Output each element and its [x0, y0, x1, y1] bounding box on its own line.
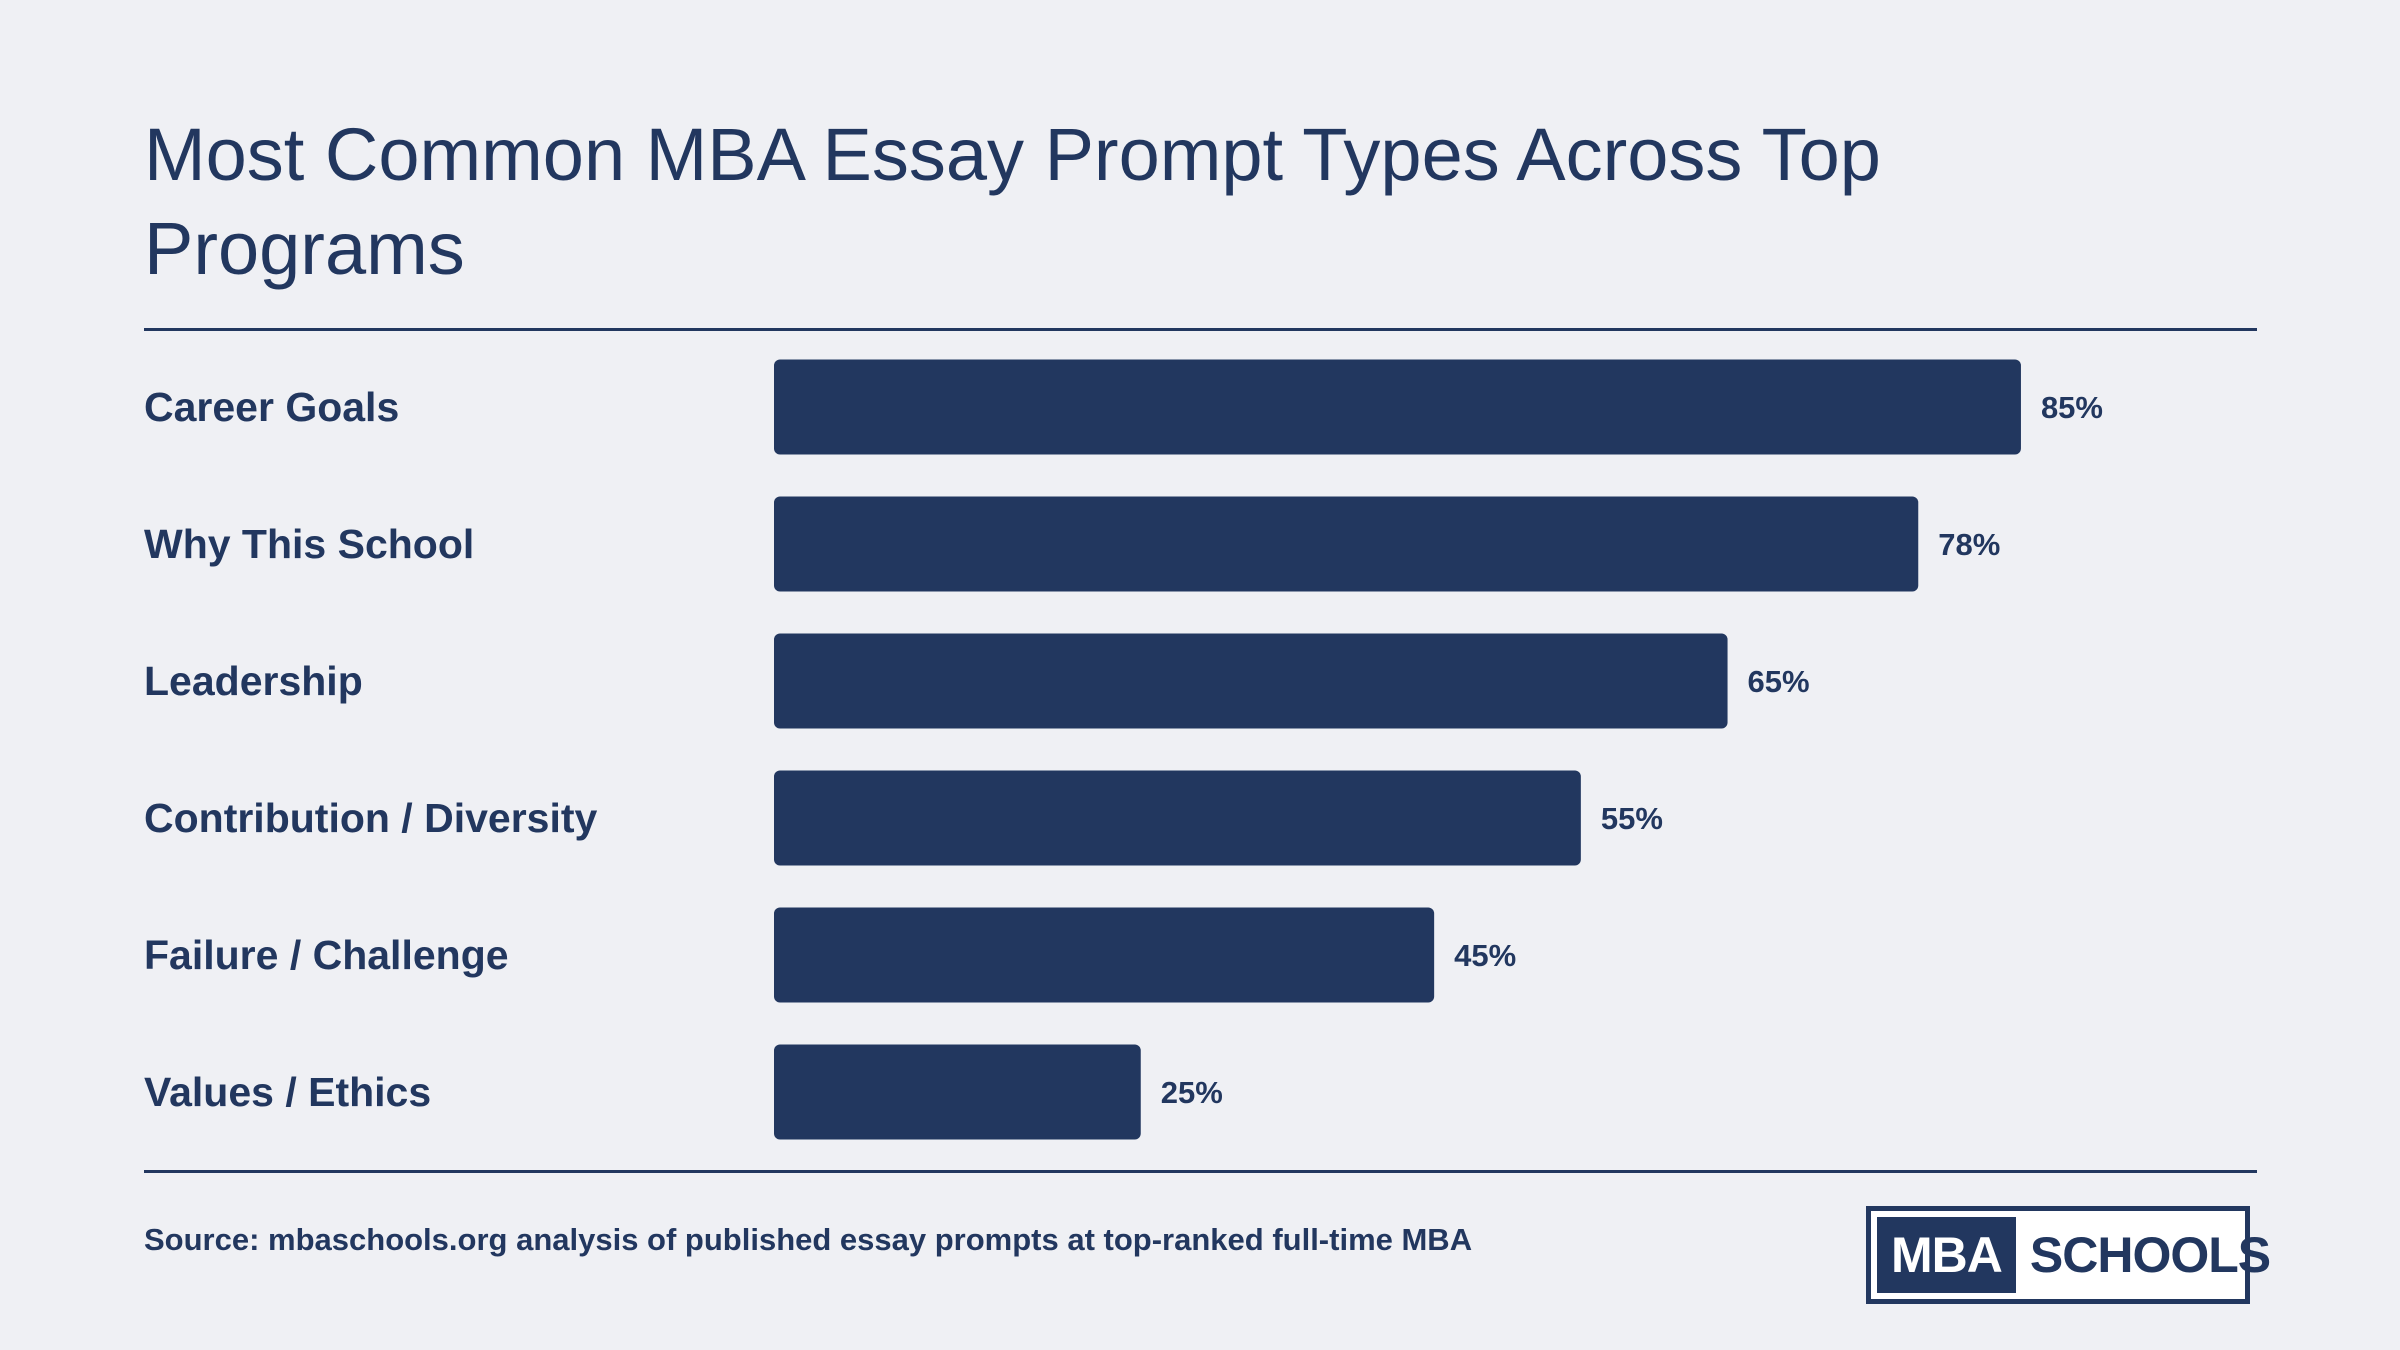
value-label-3: 55% [1601, 801, 1663, 836]
value-label-5: 25% [1161, 1075, 1223, 1110]
chart-title: Most Common MBA Essay Prompt Types Acros… [144, 113, 1881, 290]
mba-schools-logo: MBA SCHOOLS [1866, 1206, 2271, 1304]
bottom-divider [144, 1170, 2257, 1173]
logo-mba-text: MBA [1877, 1217, 2016, 1293]
value-label-0: 85% [2041, 390, 2103, 425]
category-label-1: Why This School [144, 521, 474, 567]
top-divider [144, 328, 2257, 331]
bar-5 [774, 1044, 1141, 1140]
bar-3 [774, 770, 1581, 866]
bar-0 [774, 359, 2021, 455]
category-label-0: Career Goals [144, 384, 399, 430]
source-note: Source: mbaschools.org analysis of publi… [144, 1222, 1473, 1257]
bar-2 [774, 633, 1728, 729]
bar-1 [774, 496, 1919, 592]
category-label-3: Contribution / Diversity [144, 795, 598, 841]
category-label-2: Leadership [144, 658, 363, 704]
logo-schools-text: SCHOOLS [2029, 1227, 2271, 1283]
bar-4 [774, 907, 1435, 1003]
category-label-5: Values / Ethics [144, 1069, 431, 1115]
value-label-4: 45% [1454, 938, 1516, 973]
value-label-1: 78% [1938, 527, 2000, 562]
category-label-4: Failure / Challenge [144, 932, 509, 978]
value-label-2: 65% [1748, 664, 1810, 699]
